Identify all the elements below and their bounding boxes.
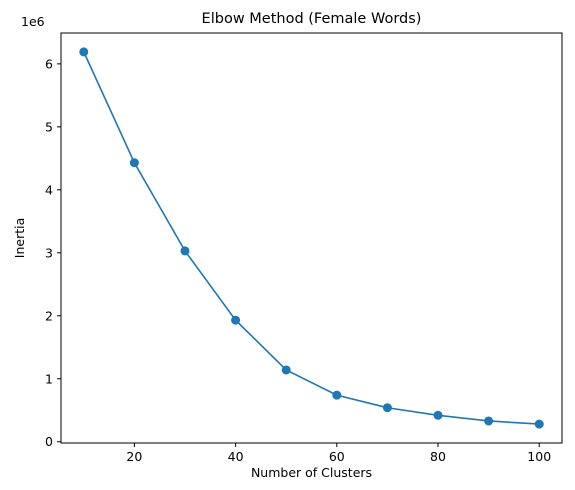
x-tick-label: 80 <box>430 449 446 464</box>
x-tick-label: 20 <box>126 449 142 464</box>
data-point <box>129 158 139 168</box>
x-axis-ticks: 20 40 60 80 100 <box>126 443 551 464</box>
data-point <box>332 390 342 400</box>
data-point <box>79 47 89 57</box>
series-points <box>79 47 544 429</box>
plot-area <box>60 32 563 444</box>
x-tick-label: 40 <box>228 449 244 464</box>
y-tick-label: 5 <box>45 119 53 134</box>
y-tick-label: 4 <box>45 182 53 197</box>
data-point <box>281 365 291 375</box>
y-axis-offset-label: 1e6 <box>21 14 45 29</box>
chart-title: Elbow Method (Female Words) <box>202 11 422 27</box>
y-tick-label: 2 <box>45 308 53 323</box>
x-tick-label: 60 <box>329 449 345 464</box>
data-point <box>484 416 494 426</box>
y-tick-label: 3 <box>45 245 53 260</box>
data-point <box>382 403 392 413</box>
x-tick-label: 100 <box>527 449 551 464</box>
data-point <box>231 315 241 325</box>
y-axis-ticks: 0 1 2 3 4 5 6 <box>45 56 61 449</box>
data-point <box>433 410 443 420</box>
y-tick-label: 6 <box>45 56 53 71</box>
y-tick-label: 1 <box>45 371 53 386</box>
data-point <box>534 419 544 429</box>
y-tick-label: 0 <box>45 434 53 449</box>
series-line <box>83 51 540 425</box>
y-axis-label: Inertia <box>12 218 27 258</box>
x-axis-label: Number of Clusters <box>251 465 372 480</box>
data-point <box>180 246 190 256</box>
